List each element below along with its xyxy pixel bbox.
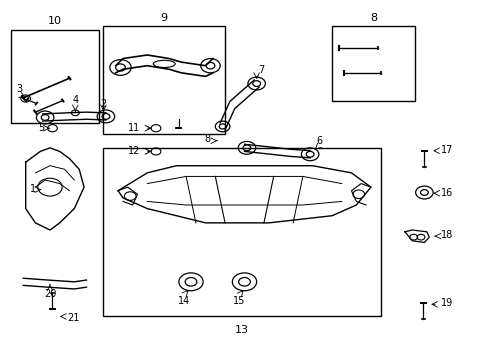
Text: 15: 15 bbox=[233, 296, 245, 306]
Text: 20: 20 bbox=[44, 289, 56, 299]
Text: 19: 19 bbox=[441, 298, 453, 308]
Text: 17: 17 bbox=[441, 145, 453, 155]
Text: 18: 18 bbox=[441, 230, 453, 240]
Text: 7: 7 bbox=[258, 64, 264, 75]
Text: 12: 12 bbox=[127, 147, 140, 157]
Bar bbox=[331, 26, 414, 102]
Text: 8: 8 bbox=[204, 134, 210, 144]
Bar bbox=[103, 26, 224, 134]
Text: 2: 2 bbox=[100, 99, 106, 109]
Text: 3: 3 bbox=[17, 84, 23, 94]
Text: 16: 16 bbox=[441, 188, 453, 198]
Bar bbox=[11, 30, 99, 123]
Bar bbox=[103, 148, 380, 316]
Text: 8: 8 bbox=[369, 13, 376, 23]
Text: 6: 6 bbox=[316, 136, 322, 146]
Text: 1: 1 bbox=[30, 184, 36, 194]
Text: 14: 14 bbox=[177, 296, 189, 306]
Text: 11: 11 bbox=[127, 123, 140, 133]
Text: 5: 5 bbox=[38, 123, 44, 133]
Text: 4: 4 bbox=[72, 95, 78, 105]
Text: 13: 13 bbox=[235, 325, 248, 335]
Text: 9: 9 bbox=[161, 13, 167, 23]
Text: 21: 21 bbox=[67, 312, 79, 323]
Text: 10: 10 bbox=[48, 17, 62, 26]
